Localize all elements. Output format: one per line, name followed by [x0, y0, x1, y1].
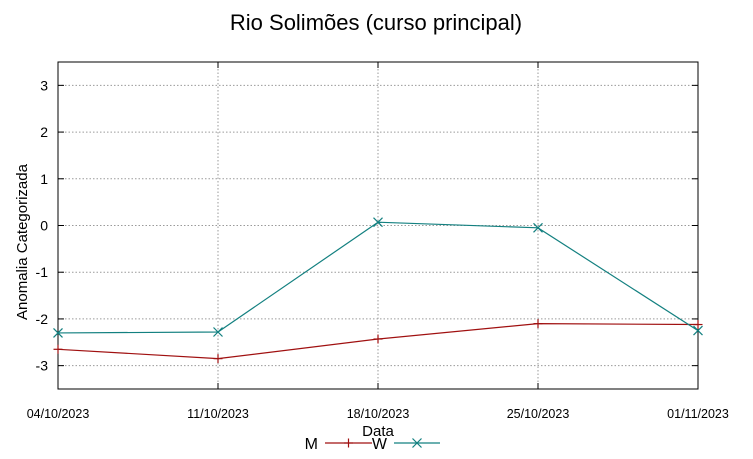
data-point-w [53, 328, 63, 338]
data-point-w [693, 325, 703, 336]
y-tick-label: -1 [36, 264, 49, 280]
gridlines [58, 62, 698, 389]
series-layer [53, 217, 703, 364]
data-point-w [213, 327, 223, 337]
x-tick-label: 25/10/2023 [507, 407, 570, 421]
marker-stroke [693, 325, 703, 336]
legend-label-m: M [305, 436, 318, 453]
data-point-m [533, 319, 543, 329]
y-tick-label: 0 [40, 218, 48, 234]
x-tick-label: 01/11/2023 [667, 407, 729, 421]
x-tick-label: 18/10/2023 [347, 407, 410, 421]
y-axis-label: Anomalia Categorizada [14, 163, 31, 320]
x-axis-ticks: 04/10/2023 11/10/2023 18/10/2023 25/10/2023… [27, 62, 729, 421]
marker-stroke [412, 438, 422, 448]
marker-stroke [53, 328, 63, 338]
data-point-m [53, 344, 63, 354]
y-tick-label: 3 [40, 77, 48, 93]
x-tick-label: 11/10/2023 [187, 407, 249, 421]
y-tick-label: -2 [36, 311, 49, 327]
y-tick-label: -3 [36, 358, 49, 374]
chart-title: Rio Solimões (curso principal) [230, 10, 522, 35]
data-point-m [213, 354, 223, 364]
series-line-w [57, 221, 699, 334]
legend-label-w: W [372, 436, 388, 453]
marker-stroke [213, 327, 223, 337]
data-point-w [373, 217, 383, 228]
x-axis-label: Data [362, 423, 394, 440]
marker-stroke [533, 222, 543, 233]
legend-marker-m [344, 438, 353, 448]
data-point-m [373, 334, 383, 344]
y-axis-ticks: 3 2 1 0 -1 -2 -3 [36, 77, 698, 374]
marker-stroke [373, 217, 383, 228]
y-tick-label: 1 [40, 171, 48, 187]
data-point-m [693, 320, 703, 330]
data-point-w [533, 222, 543, 233]
legend-marker-w [412, 438, 422, 448]
y-tick-label: 2 [40, 124, 48, 140]
x-tick-label: 04/10/2023 [27, 407, 90, 421]
